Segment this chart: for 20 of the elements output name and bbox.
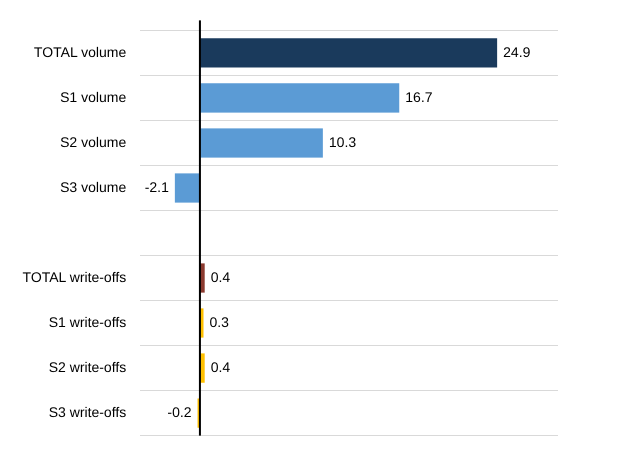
bar: [200, 128, 323, 158]
bar: [200, 83, 400, 113]
y-tick-label: S2 write-offs: [48, 358, 126, 375]
data-label: 16.7: [405, 88, 433, 105]
data-label: 0.3: [210, 314, 230, 330]
bar: [174, 173, 200, 203]
y-tick-label: S3 volume: [60, 178, 126, 195]
y-tick-label: S1 volume: [60, 88, 126, 105]
y-tick-label: TOTAL volume: [34, 44, 126, 60]
y-tick-label: S1 write-offs: [48, 314, 126, 330]
y-tick-label: TOTAL write-offs: [22, 268, 126, 285]
data-label: 0.4: [210, 268, 230, 285]
bar: [200, 38, 498, 68]
data-label: 10.3: [328, 134, 356, 150]
y-tick-label: S2 volume: [60, 134, 126, 150]
y-tick-label: S3 write-offs: [48, 404, 126, 420]
data-label: 0.4: [210, 358, 230, 375]
data-label: 24.9: [503, 44, 531, 60]
data-label: -0.2: [167, 404, 192, 420]
data-label: -2.1: [144, 178, 170, 195]
